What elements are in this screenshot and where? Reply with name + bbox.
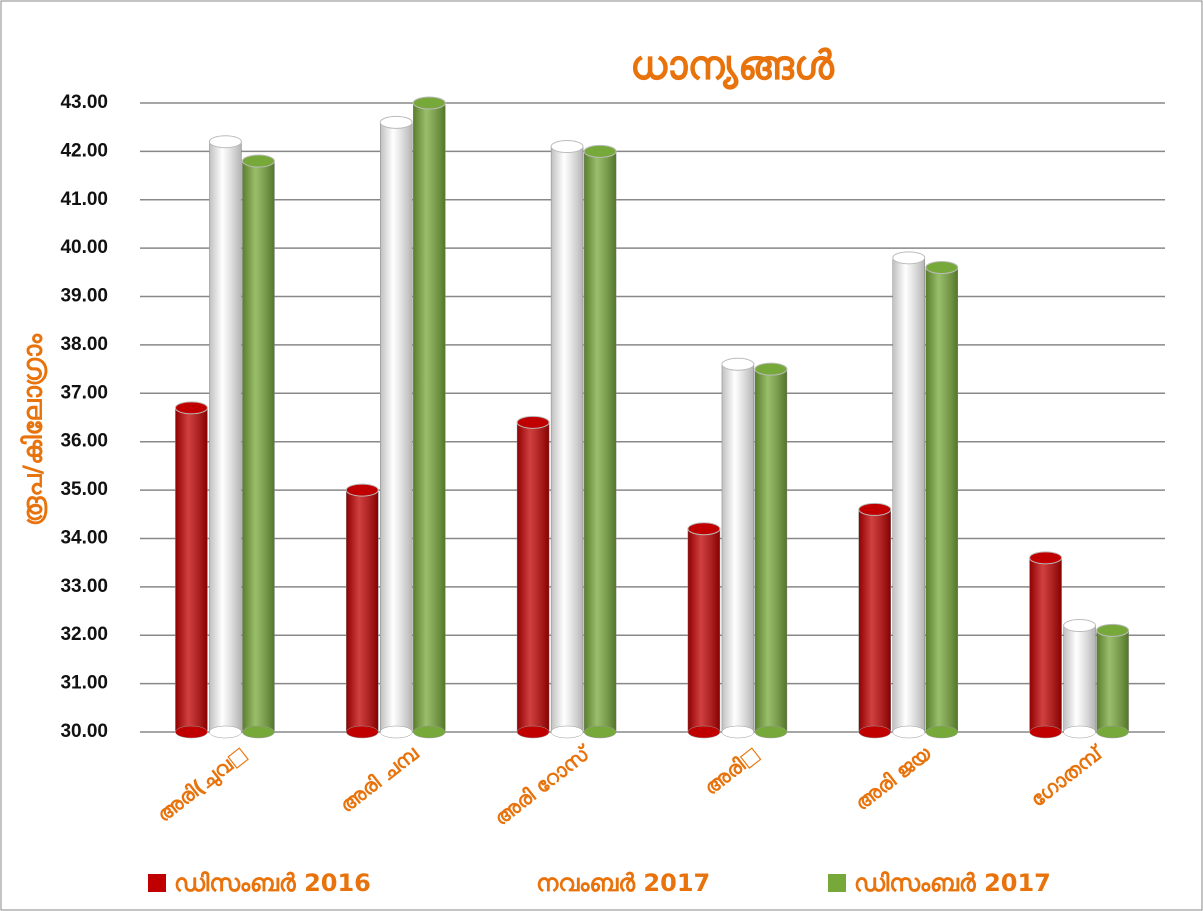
bar-shade — [755, 369, 787, 732]
bar-top — [413, 97, 445, 109]
chart: ധാന്യങ്ങൾ രൂപ/കിലോഗ്രാം 30.00 31.00 32.00 3… — [0, 0, 1203, 911]
bar-top — [209, 136, 241, 148]
bar-top — [1097, 624, 1129, 636]
bar-shade — [209, 142, 241, 732]
y-tick-label: 32.00 — [60, 624, 108, 645]
bar — [926, 262, 958, 738]
bar — [551, 141, 583, 738]
bar — [755, 363, 787, 738]
bar-shade — [1030, 558, 1062, 732]
bar-shade — [380, 122, 412, 732]
bar-shade — [1097, 630, 1129, 732]
y-tick-label: 36.00 — [60, 431, 108, 452]
bar-base — [926, 726, 958, 738]
bar-base — [859, 726, 891, 738]
bar-shade — [893, 258, 925, 732]
bar — [1097, 624, 1129, 738]
y-tick-label: 39.00 — [60, 286, 108, 307]
bar-shade — [859, 509, 891, 732]
y-tick-label: 34.00 — [60, 527, 108, 548]
y-tick-label: 35.00 — [60, 479, 108, 500]
legend-label: ഡിസംബർ 2016 — [174, 869, 371, 897]
bar-top — [1064, 620, 1096, 632]
bar-shade — [1064, 626, 1096, 732]
y-tick-label: 43.00 — [60, 92, 108, 113]
bar-shade — [346, 490, 378, 732]
bar — [893, 252, 925, 738]
bar-shade — [722, 364, 754, 732]
bar-base — [209, 726, 241, 738]
y-axis-label: രൂപ/കിലോഗ്രാം — [19, 333, 49, 526]
bar-top — [517, 416, 549, 428]
bar-top — [584, 145, 616, 157]
legend-label: ഡിസംബർ 2017 — [854, 869, 1051, 897]
legend-swatch — [148, 874, 166, 892]
bar — [859, 503, 891, 738]
bar-top — [859, 503, 891, 515]
bar — [380, 116, 412, 738]
y-tick-label: 38.00 — [60, 334, 108, 355]
bar — [722, 358, 754, 738]
bar-shade — [242, 161, 274, 732]
bar-top — [551, 141, 583, 153]
bar-top — [722, 358, 754, 370]
bar-base — [551, 726, 583, 738]
bar-base — [893, 726, 925, 738]
bar-top — [688, 523, 720, 535]
y-tick-label: 33.00 — [60, 576, 108, 597]
bar-base — [242, 726, 274, 738]
bar-top — [755, 363, 787, 375]
bar-top — [380, 116, 412, 128]
bar-shade — [926, 268, 958, 732]
y-tick-label: 37.00 — [60, 382, 108, 403]
bar-base — [722, 726, 754, 738]
bar-base — [380, 726, 412, 738]
bar-base — [1097, 726, 1129, 738]
legend-swatch — [828, 874, 846, 892]
bar — [346, 484, 378, 738]
bar-base — [755, 726, 787, 738]
legend-label: നവംബർ 2017 — [536, 869, 710, 897]
bar-top — [893, 252, 925, 264]
bar-shade — [175, 408, 207, 732]
y-tick-label: 40.00 — [60, 237, 108, 258]
bar-base — [1064, 726, 1096, 738]
bar — [517, 416, 549, 738]
chart-title: ധാന്യങ്ങൾ — [630, 43, 835, 90]
bar-shade — [688, 529, 720, 732]
bar-shade — [584, 151, 616, 732]
bar — [584, 145, 616, 738]
y-tick-label: 41.00 — [60, 189, 108, 210]
bar-shade — [517, 422, 549, 732]
y-tick-label: 42.00 — [60, 140, 108, 161]
bar-base — [175, 726, 207, 738]
bar-base — [346, 726, 378, 738]
y-tick-label: 31.00 — [60, 673, 108, 694]
bar — [1030, 552, 1062, 738]
bar-base — [1030, 726, 1062, 738]
bar-base — [688, 726, 720, 738]
bar — [413, 97, 445, 738]
legend-swatch — [510, 874, 528, 892]
y-tick-label: 30.00 — [60, 721, 108, 742]
bar — [175, 402, 207, 738]
bar-top — [346, 484, 378, 496]
bar-base — [584, 726, 616, 738]
bar-shade — [413, 103, 445, 732]
bar-base — [413, 726, 445, 738]
bar — [209, 136, 241, 738]
bar-top — [926, 262, 958, 274]
bar — [1064, 620, 1096, 738]
bar — [688, 523, 720, 738]
bar-top — [175, 402, 207, 414]
bar-base — [517, 726, 549, 738]
bar-top — [242, 155, 274, 167]
bar — [242, 155, 274, 738]
bar-shade — [551, 147, 583, 732]
bar-top — [1030, 552, 1062, 564]
